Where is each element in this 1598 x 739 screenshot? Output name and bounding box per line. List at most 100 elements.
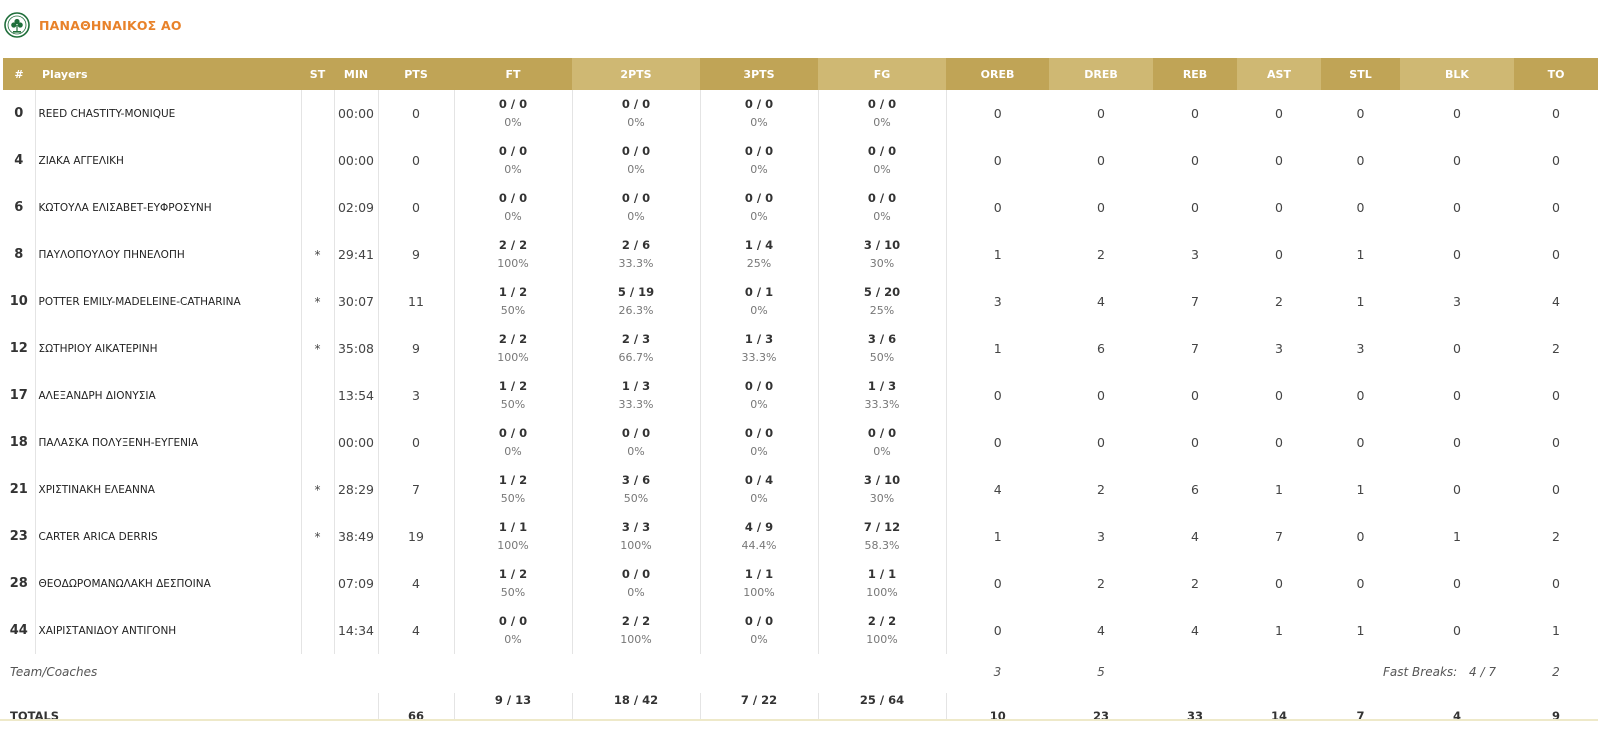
player-fg-made: 1 / 3: [867, 379, 897, 393]
player-reb: 6: [1191, 482, 1199, 497]
player-name[interactable]: ΚΩΤΟΥΛΑ ΕΛΙΣΑΒΕΤ-ΕΥΦΡΟΣΥΝΗ: [35, 184, 302, 231]
player-stl: 0: [1356, 200, 1365, 215]
player-fg-made: 2 / 2: [867, 614, 897, 628]
player-name[interactable]: ΧΑΙΡΙΣΤΑΝΙΔΟΥ ΑΝΤΙΓΟΝΗ: [35, 607, 302, 654]
player-row: 18 ΠΑΛΑΣΚΑ ΠΟΛΥΞΕΝΗ-ΕΥΓΕΝΙΑ 00:00 0 0 / 0 0% 0…: [3, 419, 1598, 466]
player-dreb: 6: [1097, 341, 1105, 356]
player-ft: 1 / 2 50%: [454, 278, 573, 325]
player-fg-made: 0 / 0: [867, 97, 897, 111]
col-stl[interactable]: STL: [1321, 58, 1400, 90]
player-stl: 0: [1356, 529, 1365, 544]
player-row: 10 POTTER EMILY-MADELEINE-CATHARINA * 30:07…: [3, 278, 1598, 325]
player-ft-made: 1 / 2: [498, 473, 528, 487]
player-fg-made: 3 / 6: [867, 332, 897, 346]
col-pts[interactable]: PTS: [378, 58, 454, 90]
player-3pts-made: 0 / 0: [744, 97, 774, 111]
player-ast: 7: [1275, 529, 1283, 544]
player-2pts-pct: 33.3%: [618, 257, 654, 270]
player-ft-pct: 0%: [504, 210, 522, 223]
player-min: 29:41: [334, 231, 379, 278]
player-ft-made: 1 / 1: [498, 520, 528, 534]
player-2pts-pct: 26.3%: [618, 304, 654, 317]
player-name[interactable]: CARTER ARICA DERRIS: [35, 513, 302, 560]
player-fg-pct: 100%: [866, 586, 898, 599]
col-fg[interactable]: FG: [818, 58, 946, 90]
col-to[interactable]: TO: [1514, 58, 1598, 90]
player-pts: 3: [378, 372, 455, 419]
col-players[interactable]: Players: [35, 58, 301, 90]
player-blk: 0: [1453, 623, 1461, 638]
player-ast: 1: [1275, 623, 1283, 638]
player-reb: 0: [1191, 388, 1199, 403]
player-name[interactable]: ΘΕΟΔΩΡΟΜΑΝΩΛΑΚΗ ΔΕΣΠΟΙΝΑ: [35, 560, 302, 607]
player-to: 2: [1552, 341, 1560, 356]
col-st[interactable]: ST: [301, 58, 334, 90]
player-name[interactable]: ΣΩΤΗΡΙΟΥ ΑΙΚΑΤΕΡΙΝΗ: [35, 325, 302, 372]
player-name[interactable]: ΧΡΙΣΤΙΝΑΚΗ ΕΛΕΑΝΝΑ: [35, 466, 302, 513]
player-blk: 0: [1453, 153, 1461, 168]
player-ft-made: 0 / 0: [498, 426, 528, 440]
fast-breaks-value: 4 / 7: [1469, 665, 1496, 679]
player-name[interactable]: ΠΑΥΛΟΠΟΥΛΟΥ ΠΗΝΕΛΟΠΗ: [35, 231, 302, 278]
col-dreb[interactable]: DREB: [1049, 58, 1153, 90]
player-3pts-made: 0 / 0: [744, 379, 774, 393]
player-stl: 0: [1356, 435, 1365, 450]
player-3pts-pct: 0%: [750, 163, 768, 176]
player-to: 2: [1552, 529, 1560, 544]
player-ast: 0: [1275, 106, 1283, 121]
player-dreb: 0: [1097, 106, 1105, 121]
player-ft-pct: 50%: [500, 492, 526, 505]
player-2pts-pct: 100%: [620, 633, 652, 646]
player-3pts-pct: 0%: [750, 210, 768, 223]
player-to: 0: [1552, 576, 1560, 591]
player-name[interactable]: ΖΙΑΚΑ ΑΓΓΕΛΙΚΗ: [35, 137, 302, 184]
player-ft-made: 0 / 0: [498, 614, 528, 628]
starter-mark: [301, 137, 335, 184]
player-name[interactable]: REED CHASTITY-MONIQUE: [35, 90, 302, 137]
player-2pts: 0 / 0 0%: [572, 419, 701, 466]
player-ft: 0 / 0 0%: [454, 137, 573, 184]
player-to: 0: [1552, 435, 1560, 450]
player-row: 17 ΑΛΕΞΑΝΔΡΗ ΔΙΟΝΥΣΙΑ 13:54 3 1 / 2 50% 1 / 3 3…: [3, 372, 1598, 419]
player-oreb: 0: [993, 153, 1002, 168]
player-pts: 0: [378, 137, 455, 184]
player-number: 17: [3, 372, 36, 419]
player-ft-pct: 0%: [504, 116, 522, 129]
player-2pts-made: 0 / 0: [621, 426, 651, 440]
player-3pts: 0 / 0 0%: [700, 607, 819, 654]
player-oreb: 1: [993, 247, 1002, 262]
player-name[interactable]: ΑΛΕΞΑΝΔΡΗ ΔΙΟΝΥΣΙΑ: [35, 372, 302, 419]
player-2pts: 0 / 0 0%: [572, 560, 701, 607]
player-3pts-made: 1 / 1: [744, 567, 774, 581]
player-name[interactable]: POTTER EMILY-MADELEINE-CATHARINA: [35, 278, 302, 325]
player-3pts-pct: 25%: [746, 257, 772, 270]
player-dreb: 0: [1097, 435, 1105, 450]
col-num[interactable]: #: [3, 58, 35, 90]
team-name[interactable]: ΠΑΝΑΘΗΝΑΙΚΟΣ ΑΟ: [39, 17, 182, 33]
player-name[interactable]: ΠΑΛΑΣΚΑ ΠΟΛΥΞΕΝΗ-ΕΥΓΕΝΙΑ: [35, 419, 302, 466]
player-number: 23: [3, 513, 36, 560]
player-number: 44: [3, 607, 36, 654]
col-oreb[interactable]: OREB: [946, 58, 1049, 90]
col-ast[interactable]: AST: [1237, 58, 1321, 90]
col-2pts[interactable]: 2PTS: [572, 58, 700, 90]
col-ft[interactable]: FT: [454, 58, 572, 90]
player-2pts: 3 / 6 50%: [572, 466, 701, 513]
player-to: 0: [1552, 106, 1560, 121]
player-2pts: 0 / 0 0%: [572, 184, 701, 231]
player-pts: 0: [378, 184, 455, 231]
player-ast: 0: [1275, 388, 1283, 403]
player-oreb: 0: [993, 435, 1002, 450]
col-blk[interactable]: BLK: [1400, 58, 1514, 90]
player-2pts: 3 / 3 100%: [572, 513, 701, 560]
player-number: 6: [3, 184, 36, 231]
col-reb[interactable]: REB: [1153, 58, 1237, 90]
player-ft-made: 1 / 2: [498, 379, 528, 393]
player-ft-pct: 50%: [500, 304, 526, 317]
player-pts: 9: [378, 325, 455, 372]
player-ft-pct: 0%: [504, 163, 522, 176]
col-3pts[interactable]: 3PTS: [700, 58, 818, 90]
clover-crest-icon: [4, 12, 30, 38]
col-min[interactable]: MIN: [334, 58, 378, 90]
player-fg: 0 / 0 0%: [818, 419, 947, 466]
